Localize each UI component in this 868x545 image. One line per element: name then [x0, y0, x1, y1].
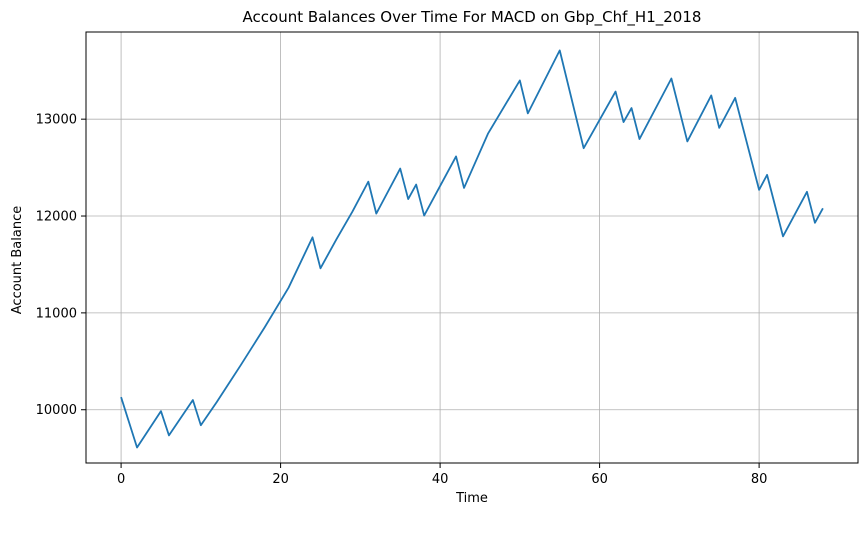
- y-axis-ticks: 10000 11000 12000 13000: [36, 113, 86, 418]
- y-tick-label: 13000: [36, 113, 77, 128]
- x-tick-label: 20: [272, 472, 289, 487]
- x-tick-label: 0: [117, 472, 125, 487]
- x-tick-label: 80: [751, 472, 768, 487]
- grid-lines: [86, 32, 858, 463]
- x-axis-label: Time: [455, 491, 488, 506]
- y-axis-label: Account Balance: [10, 206, 25, 314]
- y-tick-label: 10000: [36, 403, 77, 418]
- balance-series-line: [120, 49, 824, 449]
- y-tick-label: 11000: [36, 306, 77, 321]
- y-tick-label: 12000: [36, 210, 77, 225]
- x-tick-label: 40: [432, 472, 449, 487]
- x-tick-label: 60: [591, 472, 608, 487]
- series-group: [120, 49, 824, 449]
- chart-title: Account Balances Over Time For MACD on G…: [243, 8, 702, 27]
- x-axis-ticks: 0 20 40 60 80: [117, 463, 767, 487]
- plot-area-frame: [85, 31, 859, 464]
